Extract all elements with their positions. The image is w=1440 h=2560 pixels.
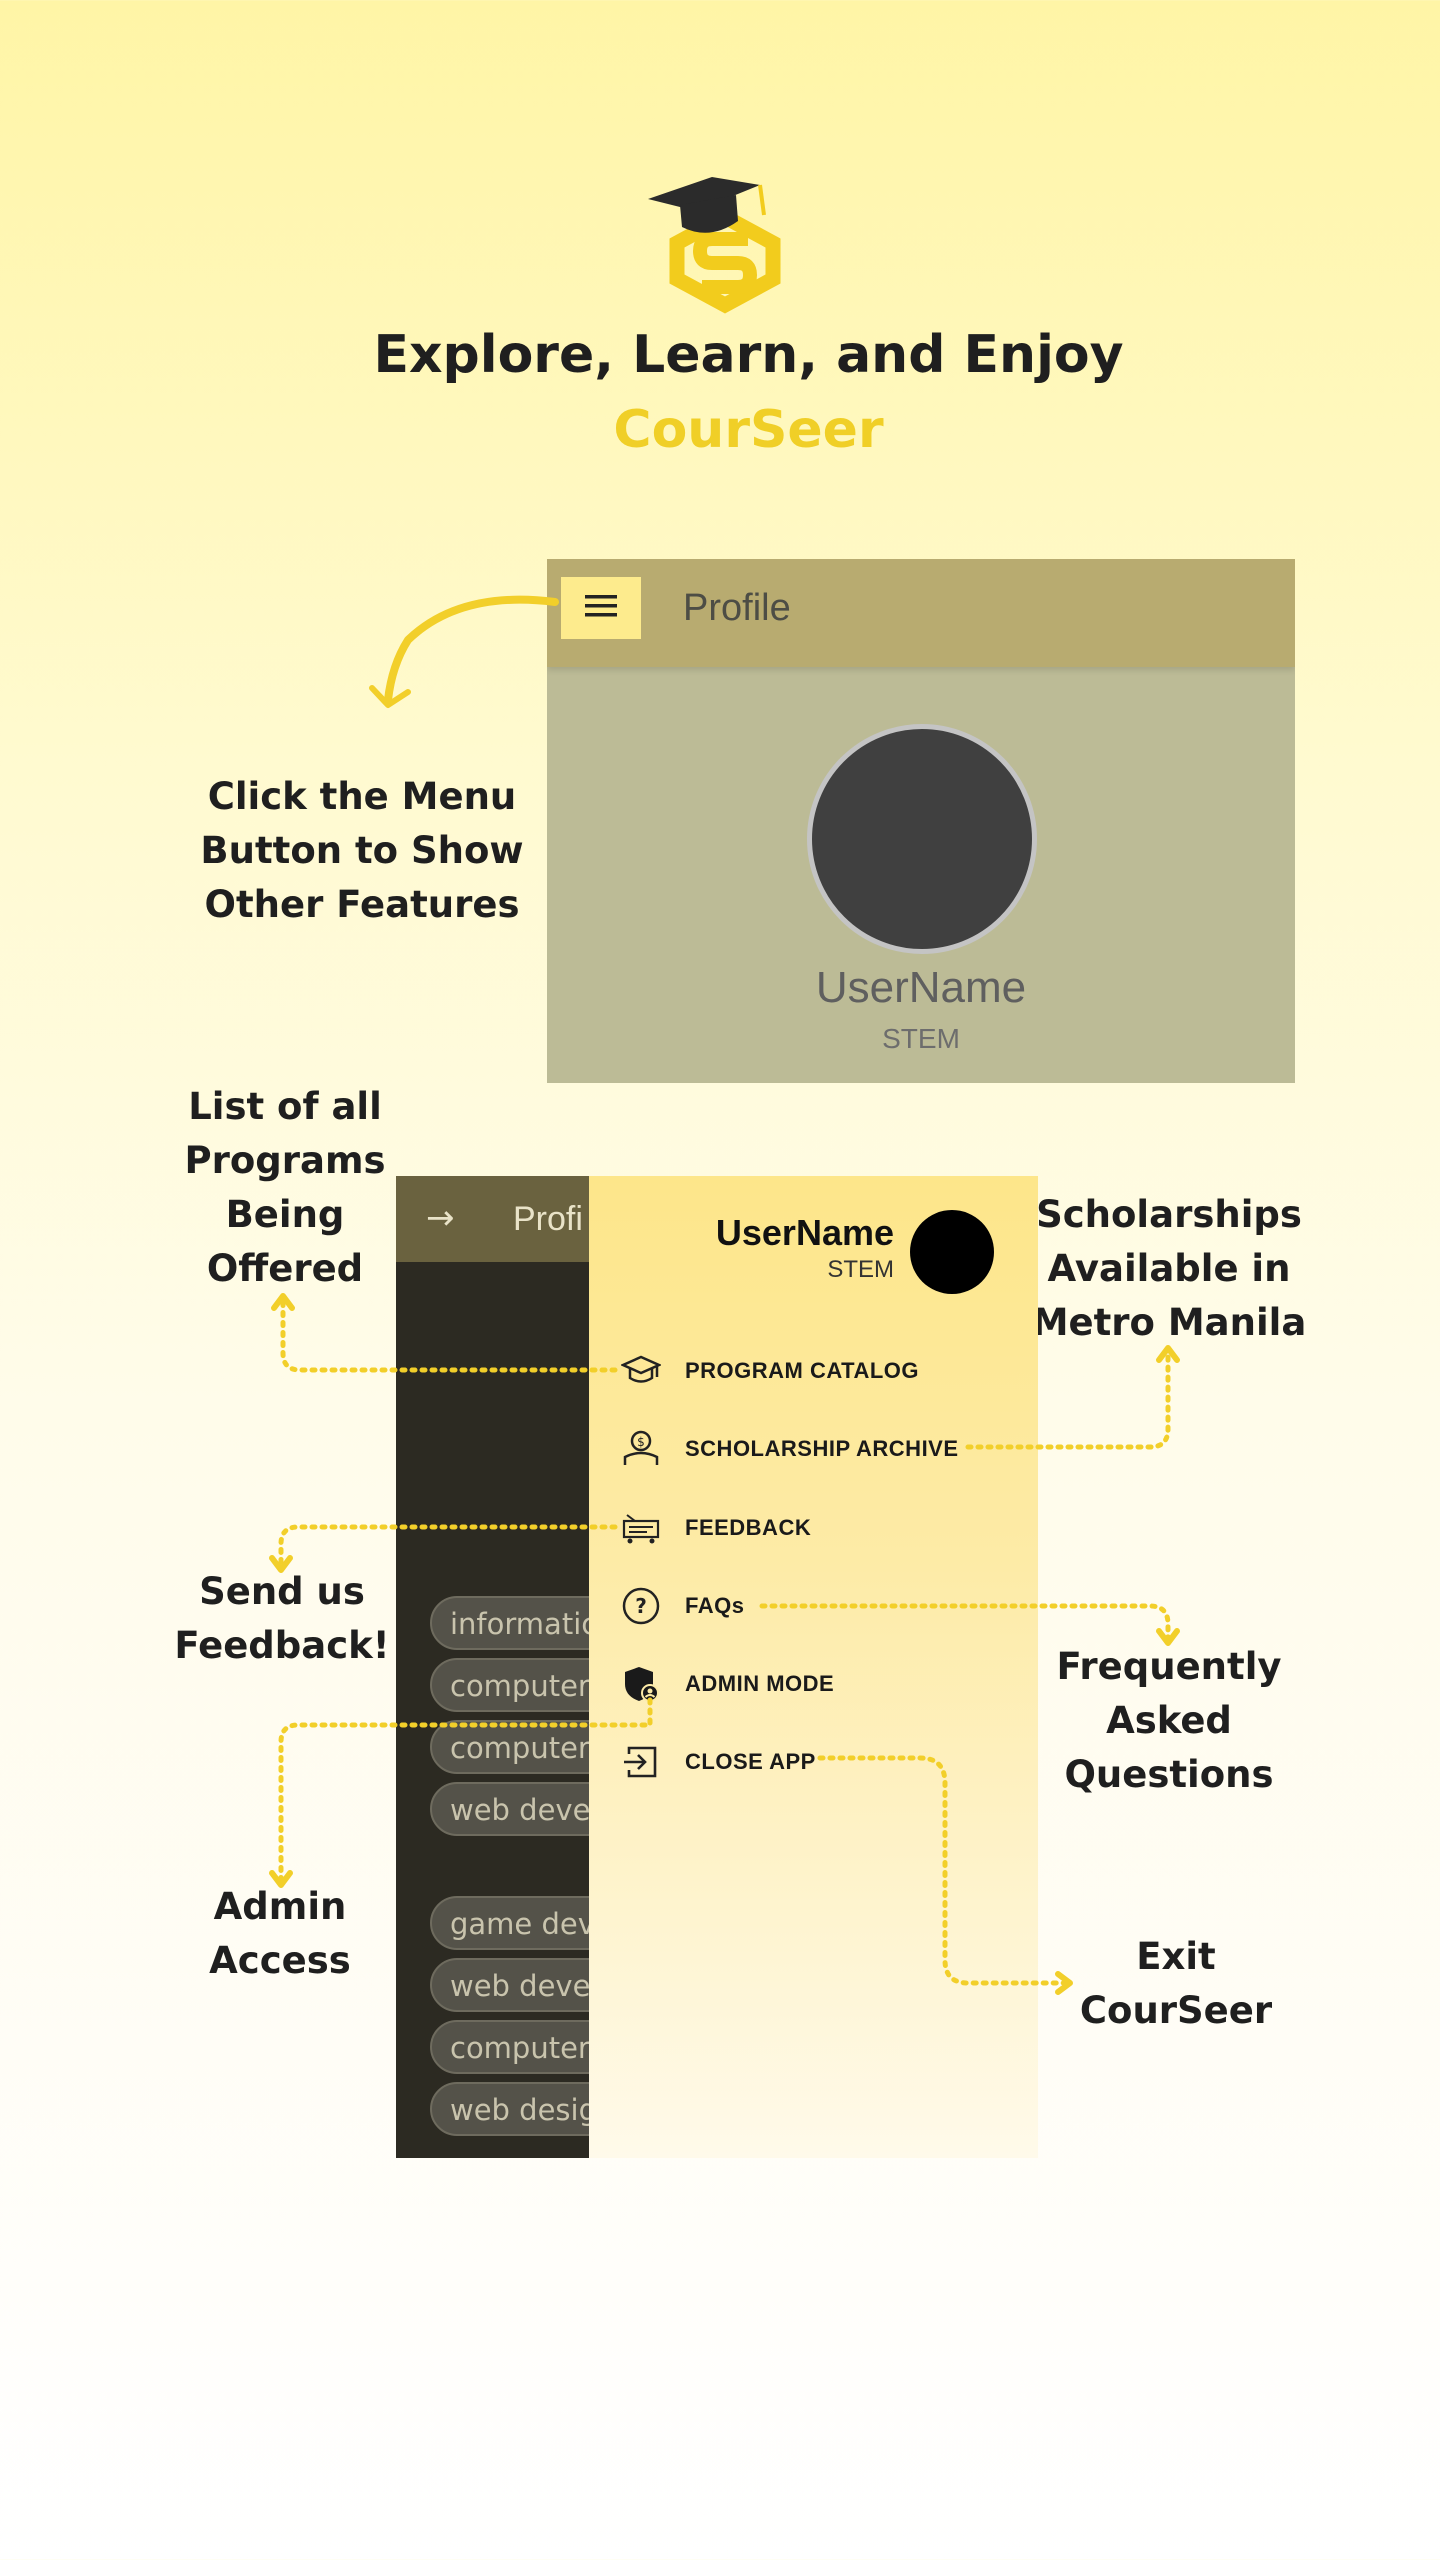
admin-note: Admin Access xyxy=(209,1885,351,1982)
graduation-cap-icon xyxy=(619,1349,663,1393)
profile-username: UserName xyxy=(815,963,1027,1012)
svg-text:$: $ xyxy=(637,1435,645,1449)
menu-item-admin-mode[interactable]: ADMIN MODE xyxy=(619,1654,1019,1714)
menu-button[interactable] xyxy=(561,577,641,639)
menu-label: PROGRAM CATALOG xyxy=(685,1358,919,1383)
drawer-screenshot: → Profi informatic computer computer web… xyxy=(396,1176,1038,2158)
avatar xyxy=(807,724,1037,954)
exit-note: Exit CourSeer xyxy=(1079,1935,1273,2032)
menu-label: SCHOLARSHIP ARCHIVE xyxy=(685,1436,959,1461)
svg-text:?: ? xyxy=(635,1594,647,1618)
profile-app-bar: Profile xyxy=(547,559,1295,667)
drawer-username: UserName xyxy=(715,1212,894,1253)
avatar xyxy=(910,1210,994,1294)
menu-item-scholarship-archive[interactable]: $ SCHOLARSHIP ARCHIVE xyxy=(619,1419,1019,1479)
hamburger-icon xyxy=(583,592,619,624)
profile-strand: STEM xyxy=(882,1023,960,1054)
faqs-note: Frequently Asked Questions xyxy=(1056,1645,1282,1796)
menu-label: ADMIN MODE xyxy=(685,1671,835,1696)
courseer-logo-icon xyxy=(640,155,790,315)
menu-hint-note: Click the Menu Button to Show Other Feat… xyxy=(200,775,524,926)
menu-item-close-app[interactable]: CLOSE APP xyxy=(619,1732,1019,1792)
feedback-note: Send us Feedback! xyxy=(174,1570,390,1667)
background-title: Profi xyxy=(513,1200,583,1238)
exit-icon xyxy=(619,1740,663,1784)
arrow-right-icon: → xyxy=(426,1198,455,1238)
admin-shield-icon xyxy=(619,1662,663,1706)
scholarship-icon: $ xyxy=(619,1427,663,1471)
brand-name: CourSeer xyxy=(613,400,884,460)
menu-label: CLOSE APP xyxy=(685,1749,816,1774)
menu-label: FEEDBACK xyxy=(685,1515,812,1540)
scholarships-note: Scholarships Available in Metro Manila xyxy=(1031,1193,1307,1344)
menu-item-faqs[interactable]: ? FAQs xyxy=(619,1576,1019,1636)
menu-item-program-catalog[interactable]: PROGRAM CATALOG xyxy=(619,1341,1019,1401)
programs-note: List of all Programs Being Offered xyxy=(184,1085,386,1290)
question-circle-icon: ? xyxy=(619,1584,663,1628)
profile-screenshot: Profile UserName STEM xyxy=(547,559,1295,1083)
menu-label: FAQs xyxy=(685,1593,745,1618)
headline: Explore, Learn, and Enjoy xyxy=(373,325,1124,385)
background-app-bar: → Profi xyxy=(396,1176,592,1262)
navigation-drawer: UserName STEM PROGRAM CATALOG $ SCHOLARS… xyxy=(589,1176,1038,2158)
profile-title: Profile xyxy=(683,587,791,629)
menu-item-feedback[interactable]: FEEDBACK xyxy=(619,1498,1019,1558)
drawer-strand: STEM xyxy=(827,1256,894,1283)
feedback-icon xyxy=(619,1506,663,1550)
